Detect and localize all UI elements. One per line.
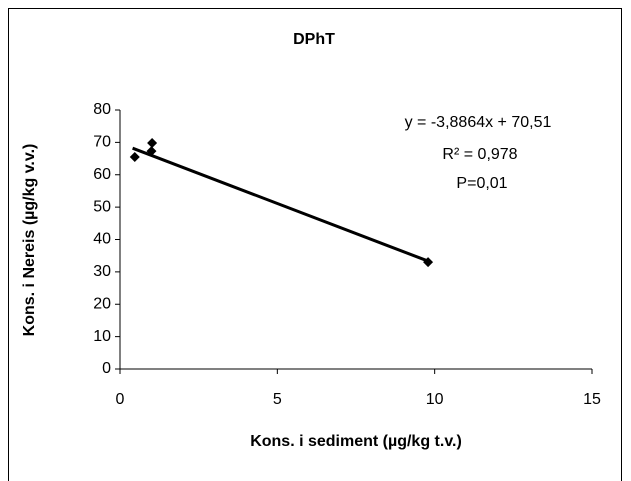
y-tick-label: 20 <box>93 295 111 312</box>
y-tick-label: 0 <box>102 360 111 377</box>
point <box>146 146 157 157</box>
y-tick-label: 30 <box>93 263 111 280</box>
y-tick-label: 80 <box>93 101 111 118</box>
r-squared: R² = 0,978 <box>442 146 517 163</box>
point <box>423 257 434 268</box>
x-axis-title: Kons. i sediment (µg/kg t.v.) <box>250 433 462 450</box>
point <box>129 151 140 162</box>
y-tick-label: 60 <box>93 166 111 183</box>
y-tick-label: 70 <box>93 134 111 151</box>
y-tick-label: 40 <box>93 231 111 248</box>
equation: y = -3,8864x + 70,51 <box>405 114 552 131</box>
trendline <box>132 146 429 263</box>
y-tick-label: 50 <box>93 198 111 215</box>
chart-border <box>8 8 622 481</box>
x-tick-label: 0 <box>116 391 125 408</box>
point <box>147 138 158 149</box>
x-tick-label: 5 <box>273 391 282 408</box>
chart-title: DPhT <box>293 31 335 48</box>
p-value: P=0,01 <box>456 175 507 192</box>
x-tick-label: 10 <box>426 391 444 408</box>
x-tick-label: 15 <box>583 391 601 408</box>
y-tick-label: 10 <box>93 328 111 345</box>
y-axis-title: Kons. i Nereis (µg/kg v.v.) <box>21 144 38 337</box>
